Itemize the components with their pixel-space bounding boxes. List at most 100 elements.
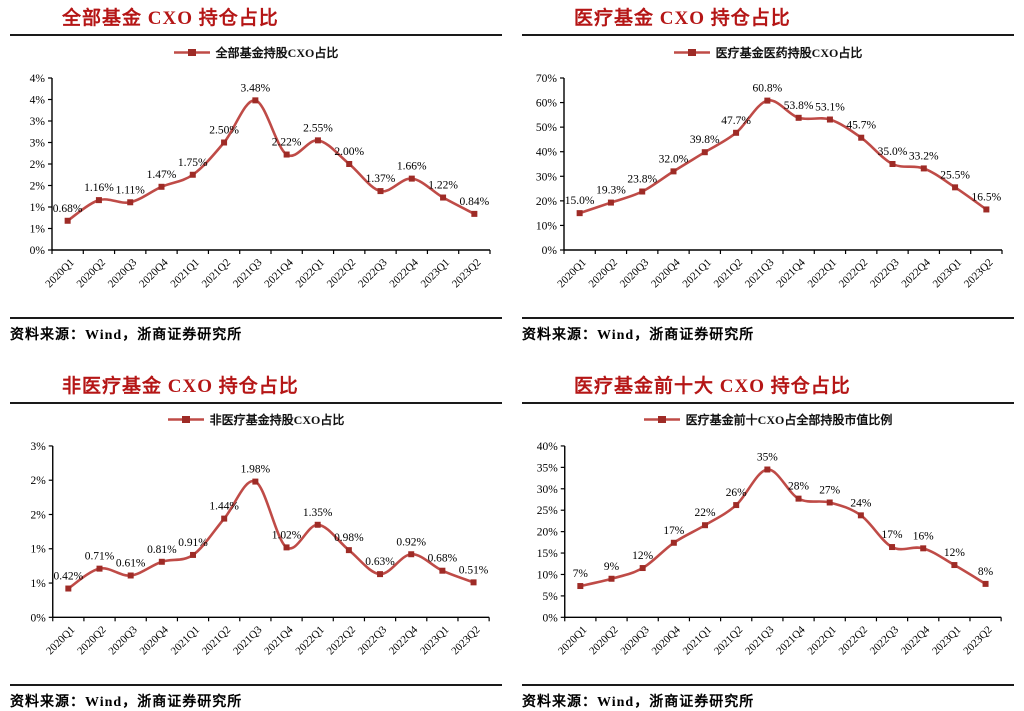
y-tick-label: 2% — [31, 475, 47, 487]
y-tick-label: 5% — [543, 591, 559, 603]
data-point-marker — [408, 551, 415, 558]
x-tick-label: 2021Q4 — [774, 256, 808, 290]
data-point-marker — [920, 165, 927, 172]
data-label: 22% — [695, 507, 716, 519]
data-label: 53.8% — [784, 100, 814, 112]
x-tick-label: 2021Q3 — [231, 623, 265, 657]
y-tick-label: 3% — [30, 138, 46, 150]
data-point-marker — [471, 210, 478, 217]
data-point-marker — [345, 547, 352, 554]
data-point-marker — [826, 499, 833, 506]
data-label: 28% — [788, 481, 809, 493]
data-label: 45.7% — [846, 120, 876, 132]
x-tick-label: 2020Q1 — [44, 624, 77, 657]
x-tick-label: 2023Q1 — [930, 624, 963, 657]
data-label: 19.3% — [596, 185, 626, 197]
data-label: 1.22% — [428, 180, 458, 192]
data-label: 0.71% — [85, 551, 115, 563]
y-tick-label: 30% — [536, 171, 558, 183]
data-point-marker — [607, 199, 614, 206]
data-label: 1.44% — [209, 501, 239, 513]
y-tick-label: 4% — [30, 73, 46, 85]
data-label: 16.5% — [971, 191, 1001, 203]
x-tick-label: 2021Q4 — [262, 256, 296, 290]
legend-label: 医疗基金医药持股CXO占比 — [715, 45, 863, 60]
data-label: 16% — [913, 530, 934, 542]
x-tick-label: 2020Q2 — [74, 257, 108, 291]
title-divider — [522, 402, 1014, 404]
data-label: 32.0% — [659, 153, 689, 165]
data-point-marker — [189, 171, 196, 178]
x-tick-label: 2020Q4 — [649, 256, 683, 290]
data-point-marker — [795, 495, 802, 502]
x-tick-label: 2021Q2 — [712, 624, 745, 657]
y-tick-label: 20% — [537, 527, 558, 539]
x-tick-label: 2022Q4 — [899, 256, 933, 290]
x-tick-label: 2021Q3 — [743, 256, 777, 290]
data-point-marker — [701, 149, 708, 156]
line-chart-canvas: 0% 1% 1% 2% 2% 3% 3% 4% 4% 2020Q12020Q22020Q32020… — [30, 73, 491, 291]
data-label: 2.00% — [334, 146, 364, 158]
data-label: 2.50% — [209, 125, 239, 137]
data-point-marker — [983, 206, 990, 213]
y-tick-label: 30% — [537, 484, 558, 496]
x-tick-label: 2023Q2 — [450, 257, 484, 291]
data-label: 0.51% — [459, 564, 489, 576]
data-point-marker — [252, 97, 259, 104]
data-label: 17% — [663, 525, 684, 537]
x-tick-label: 2021Q3 — [743, 623, 777, 657]
data-label: 1.66% — [397, 161, 427, 173]
data-point-marker — [440, 194, 447, 201]
data-point-marker — [702, 522, 709, 529]
data-point-marker — [252, 478, 259, 485]
data-point-marker — [95, 197, 102, 204]
data-label: 12% — [944, 547, 965, 559]
data-point-marker — [764, 466, 771, 473]
data-point-marker — [670, 168, 677, 175]
x-tick-label: 2022Q2 — [837, 624, 870, 657]
data-point-marker — [221, 139, 228, 146]
x-tick-label: 2023Q2 — [962, 257, 996, 291]
data-label: 0.81% — [147, 544, 177, 556]
x-tick-label: 2020Q4 — [138, 623, 172, 657]
source-divider — [522, 317, 1014, 319]
chart-panel-medical-funds: 医疗基金 CXO 持仓占比 医疗基金医药持股CXO占比 0% 10% 20% 30% 4… — [512, 0, 1024, 356]
data-point-marker — [408, 175, 415, 182]
line-chart-canvas: 0%1%1%2%2%3%2020Q12020Q22020Q32020Q42021… — [31, 441, 490, 657]
data-point-marker — [96, 565, 103, 572]
x-tick-label: 2022Q1 — [293, 257, 327, 291]
x-tick-label: 2022Q3 — [868, 623, 902, 657]
data-label: 35% — [757, 451, 778, 463]
data-point-marker — [127, 572, 134, 579]
y-tick-label: 35% — [537, 462, 558, 474]
data-point-marker — [639, 188, 646, 195]
x-tick-label: 2022Q4 — [387, 256, 421, 290]
x-tick-label: 2023Q2 — [449, 624, 482, 657]
data-label: 3.48% — [240, 82, 270, 94]
data-label: 2.55% — [303, 122, 333, 134]
y-tick-label: 0% — [543, 612, 559, 624]
data-point-marker — [670, 539, 677, 546]
data-point-marker — [576, 210, 583, 217]
source-divider — [10, 684, 502, 687]
data-label: 26% — [726, 487, 747, 499]
x-tick-label: 2023Q1 — [931, 257, 965, 291]
data-point-marker — [982, 580, 989, 587]
data-point-marker — [764, 97, 771, 104]
data-label: 0.98% — [334, 532, 364, 544]
x-tick-label: 2021Q4 — [774, 623, 808, 657]
x-tick-label: 2021Q2 — [712, 257, 746, 291]
x-tick-label: 2020Q2 — [586, 257, 620, 291]
data-point-marker — [920, 545, 927, 552]
data-point-marker — [64, 217, 71, 224]
source-note: 资料来源：Wind，浙商证券研究所 — [522, 328, 755, 343]
source-note: 资料来源：Wind，浙商证券研究所 — [10, 328, 243, 343]
y-tick-label: 20% — [536, 196, 558, 208]
x-tick-label: 2022Q2 — [325, 257, 359, 291]
y-tick-label: 40% — [536, 147, 558, 159]
x-tick-label: 2020Q1 — [43, 257, 77, 291]
chart-title: 医疗基金前十大 CXO 持仓占比 — [574, 376, 851, 397]
x-tick-label: 2020Q1 — [555, 257, 589, 291]
data-point-marker — [439, 567, 446, 574]
